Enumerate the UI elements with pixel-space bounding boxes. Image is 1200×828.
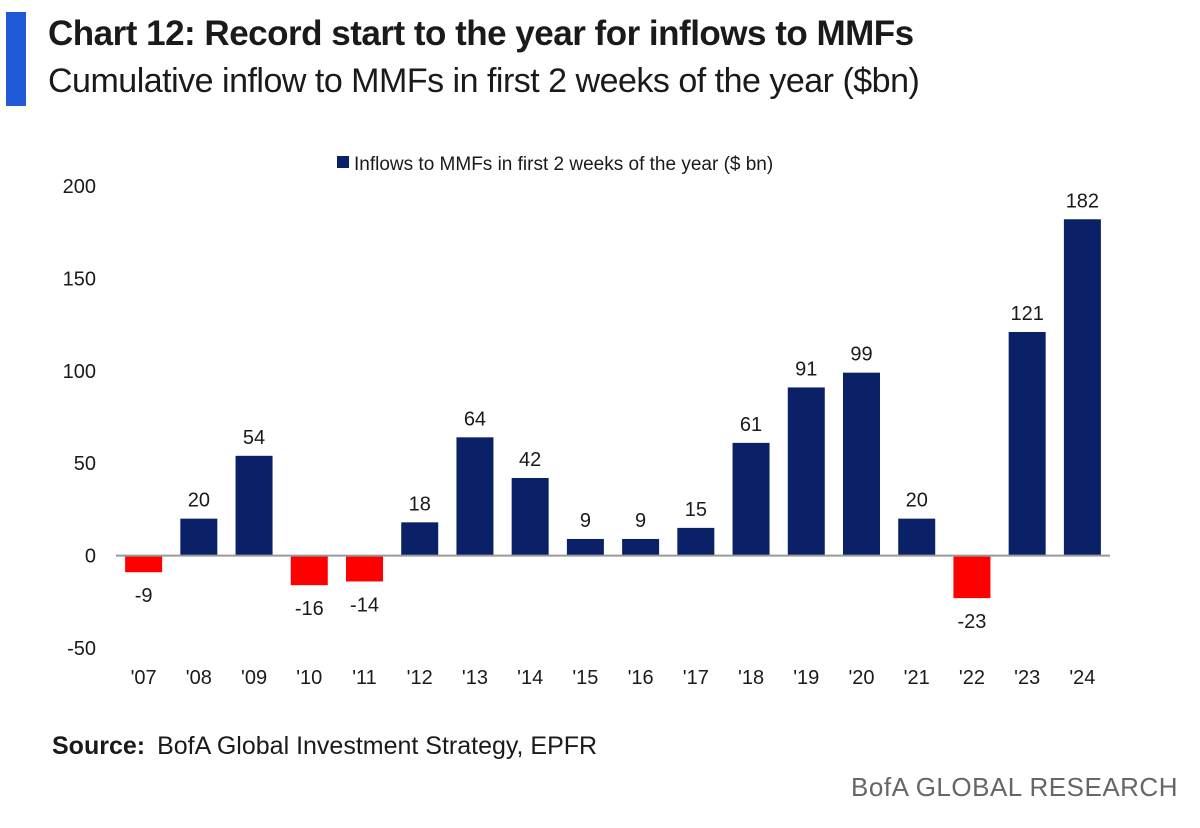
y-tick-label: 0 xyxy=(85,546,96,568)
data-label-11: 61 xyxy=(740,414,762,436)
data-label-15: -23 xyxy=(957,611,986,633)
bars xyxy=(125,219,1101,599)
data-label-13: 99 xyxy=(850,344,872,366)
x-tick-label-6: '13 xyxy=(462,667,488,689)
x-tick-label-7: '14 xyxy=(517,667,543,689)
bar-13 xyxy=(843,372,880,556)
data-label-14: 20 xyxy=(906,490,928,512)
x-tick-label-3: '10 xyxy=(296,667,322,689)
data-label-1: 20 xyxy=(188,490,210,512)
bar-10 xyxy=(677,527,715,556)
x-tick-label-8: '15 xyxy=(572,667,598,689)
data-label-8: 9 xyxy=(580,510,591,532)
y-tick-label: 100 xyxy=(63,361,96,383)
x-tick-label-16: '23 xyxy=(1014,667,1040,689)
source-text: BofA Global Investment Strategy, EPFR xyxy=(157,732,598,760)
legend-swatch xyxy=(337,156,349,168)
x-tick-label-14: '21 xyxy=(904,667,930,689)
bar-6 xyxy=(456,437,494,556)
x-axis: '07 '08 '09 '10 '11 '12 '13 '14 '15 '16 '17 '18 '19 '… xyxy=(131,667,1096,689)
bar-14 xyxy=(898,518,936,556)
data-label-9: 9 xyxy=(635,510,646,532)
data-label-4: -14 xyxy=(350,594,379,616)
x-tick-label-12: '19 xyxy=(793,667,819,689)
brand-logo-text: BofA GLOBAL RESEARCH xyxy=(851,772,1178,802)
bar-1 xyxy=(180,518,218,556)
legend-label: Inflows to MMFs in first 2 weeks of the … xyxy=(354,154,773,175)
data-label-7: 42 xyxy=(519,449,541,471)
bar-2 xyxy=(235,455,273,556)
bar-8 xyxy=(566,538,604,556)
y-tick-label: -50 xyxy=(67,638,96,660)
data-label-6: 64 xyxy=(464,408,486,430)
bar-15 xyxy=(953,555,991,599)
x-tick-label-13: '20 xyxy=(848,667,874,689)
y-tick-label: 200 xyxy=(63,176,96,198)
x-tick-label-5: '12 xyxy=(407,667,433,689)
data-label-2: 54 xyxy=(243,427,265,449)
data-label-10: 15 xyxy=(685,499,707,521)
bar-16 xyxy=(1008,331,1046,556)
x-tick-label-0: '07 xyxy=(131,667,157,689)
bar-17 xyxy=(1063,219,1101,556)
x-tick-label-4: '11 xyxy=(352,667,377,689)
x-tick-label-2: '09 xyxy=(241,667,267,689)
x-tick-label-1: '08 xyxy=(186,667,212,689)
bar-7 xyxy=(511,477,549,556)
data-label-5: 18 xyxy=(409,493,431,515)
bar-3 xyxy=(290,555,328,586)
y-tick-label: 50 xyxy=(74,453,96,475)
x-tick-label-10: '17 xyxy=(683,667,709,689)
x-tick-label-11: '18 xyxy=(738,667,764,689)
bar-11 xyxy=(732,442,770,556)
x-tick-label-9: '16 xyxy=(628,667,654,689)
x-tick-label-15: '22 xyxy=(959,667,985,689)
source-line: Source: BofA Global Investment Strategy, … xyxy=(52,732,597,761)
data-label-3: -16 xyxy=(295,598,324,620)
chart-title: Chart 12: Record start to the year for i… xyxy=(48,14,914,53)
data-label-16: 121 xyxy=(1010,303,1043,325)
bar-0 xyxy=(125,555,163,573)
source-label: Source: xyxy=(52,732,146,760)
y-axis: -50 0 50 100 150 200 xyxy=(63,176,96,660)
bar-5 xyxy=(401,522,439,556)
data-label-0: -9 xyxy=(135,585,153,607)
bar-9 xyxy=(622,538,660,556)
data-label-12: 91 xyxy=(795,358,817,380)
bar-4 xyxy=(346,555,383,582)
chart-subtitle: Cumulative inflow to MMFs in first 2 wee… xyxy=(48,62,920,100)
x-tick-label-17: '24 xyxy=(1069,667,1095,689)
legend: Inflows to MMFs in first 2 weeks of the … xyxy=(337,154,773,175)
accent-bar xyxy=(6,12,26,106)
bar-12 xyxy=(787,387,825,556)
data-label-17: 182 xyxy=(1066,190,1099,212)
y-tick-label: 150 xyxy=(63,268,96,290)
